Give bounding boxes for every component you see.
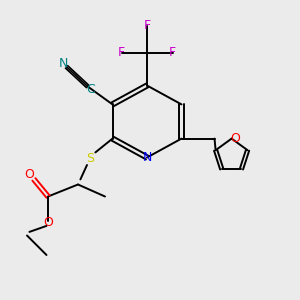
Text: F: F (118, 46, 125, 59)
Text: F: F (143, 19, 151, 32)
Text: F: F (169, 46, 176, 59)
Text: N: N (142, 151, 152, 164)
Text: O: O (43, 215, 53, 229)
Text: N: N (59, 57, 68, 70)
Text: O: O (230, 131, 240, 145)
Text: C: C (86, 83, 95, 96)
Text: O: O (24, 168, 34, 181)
Text: S: S (86, 152, 94, 166)
